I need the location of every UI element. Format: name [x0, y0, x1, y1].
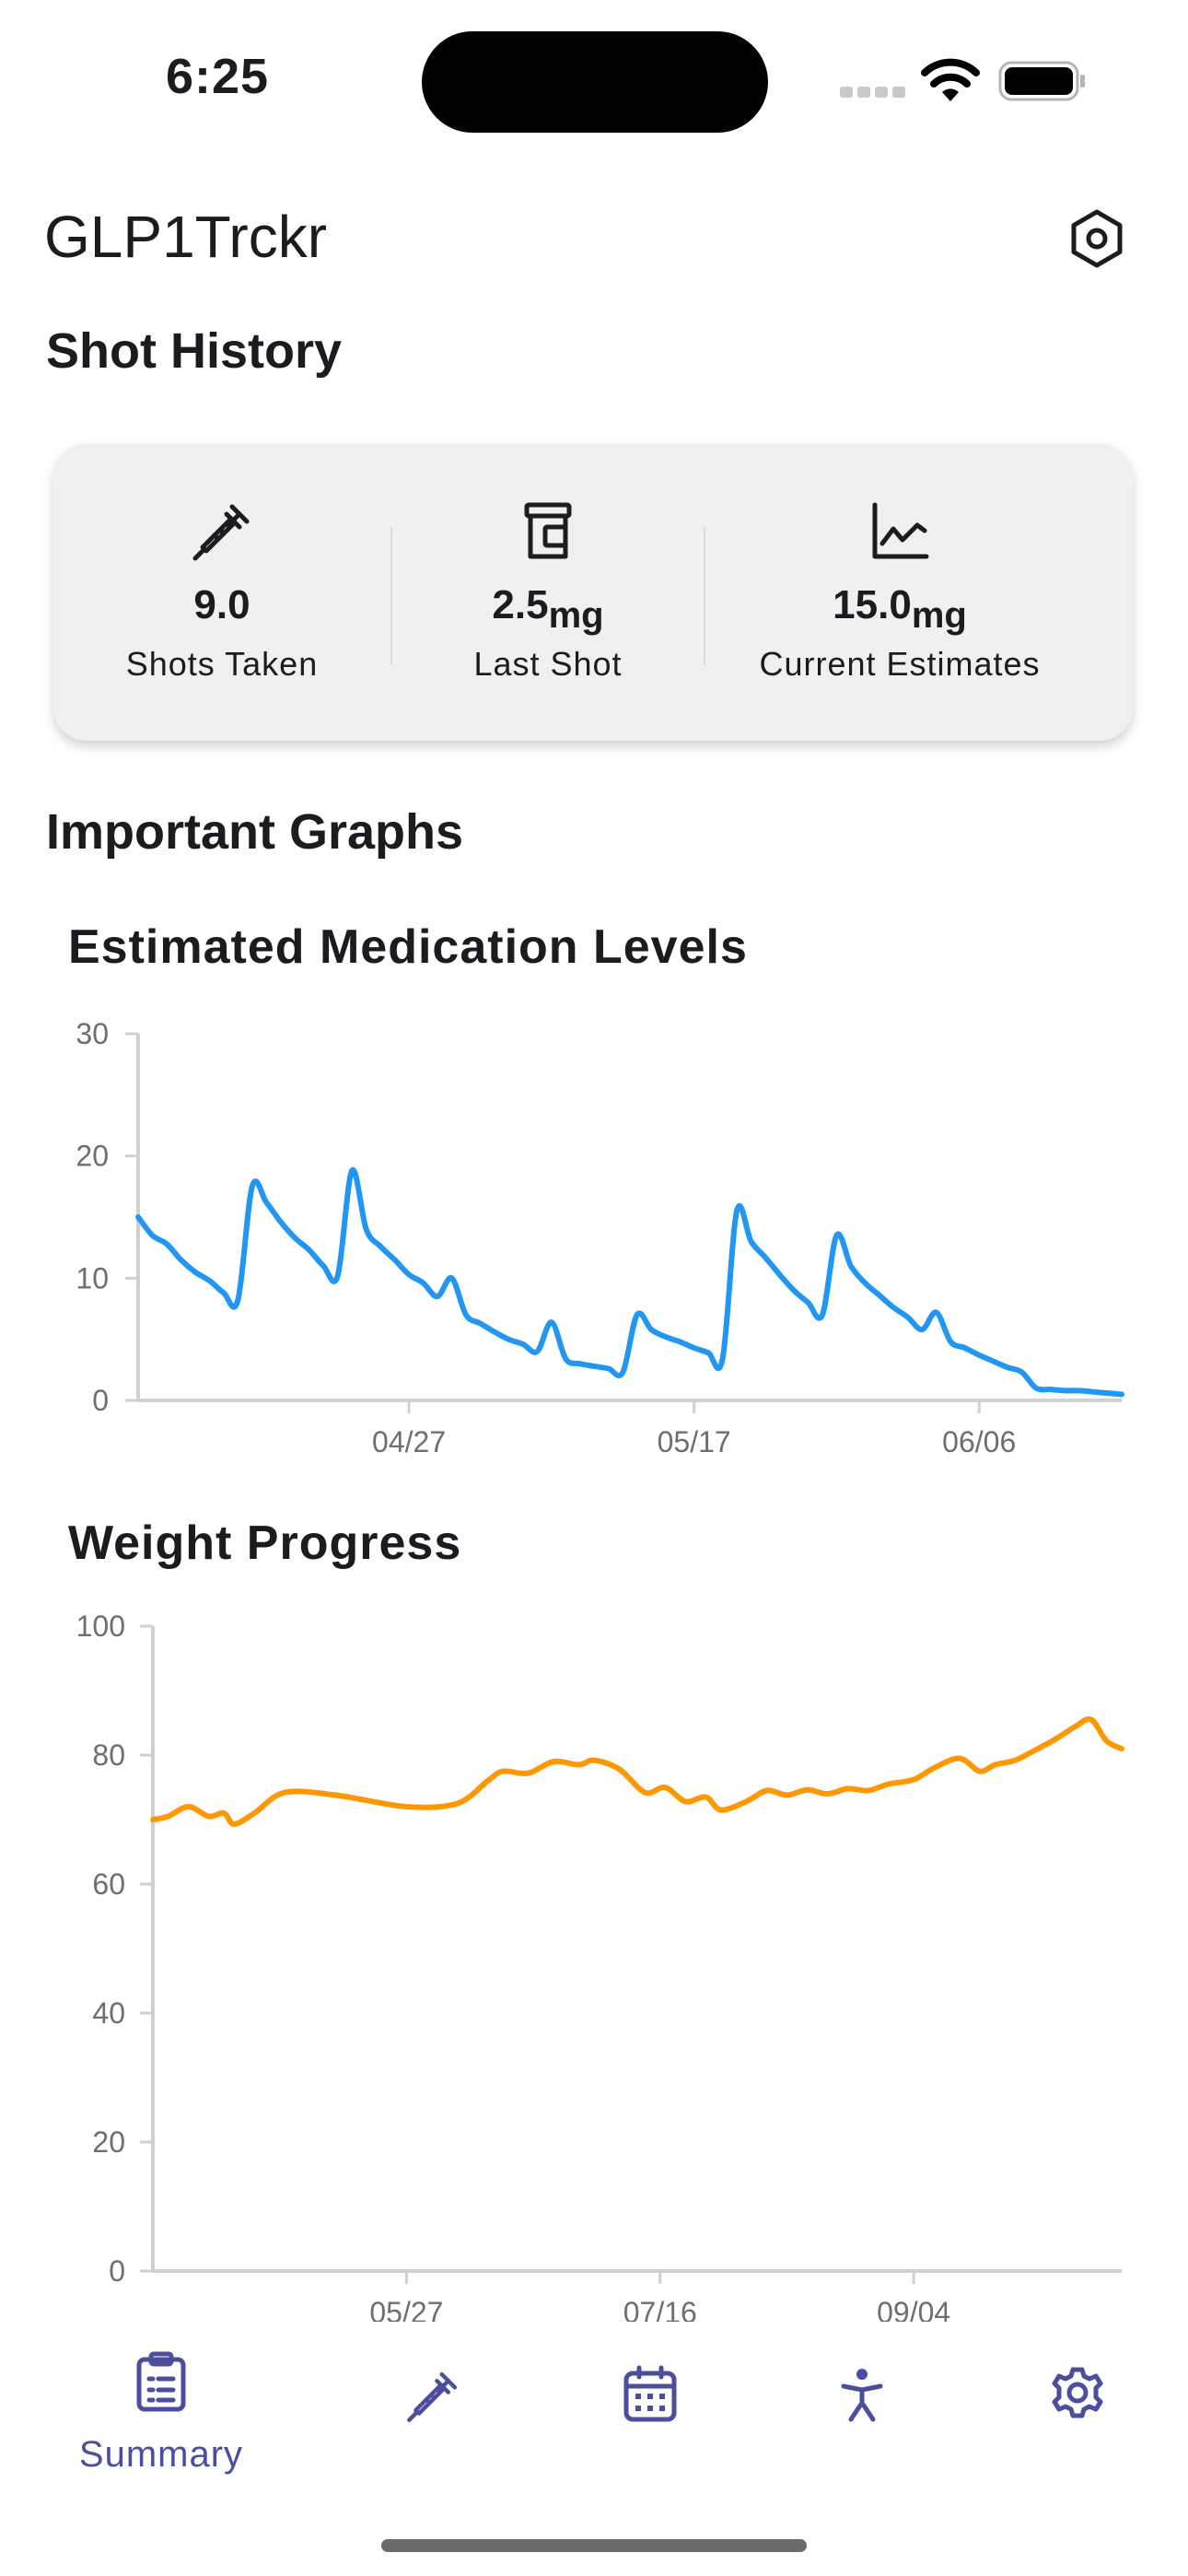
person-icon: [841, 2369, 883, 2422]
home-indicator: [381, 2539, 807, 2552]
medication-chart-title: Estimated Medication Levels: [68, 920, 748, 974]
x-tick-label: 04/27: [372, 1425, 446, 1458]
stat-last-shot: 2.5mg Last Shot: [392, 444, 704, 741]
x-tick-label: 07/16: [623, 2296, 697, 2326]
nav-summary-label: Summary: [78, 2434, 244, 2475]
settings-hex-icon[interactable]: [1066, 208, 1127, 269]
weight-progress-chart: 0 20 40 60 80 100 05/27 07/16 09/04: [76, 1610, 1124, 2326]
dynamic-island: [422, 31, 768, 133]
x-tick-label: 06/06: [942, 1425, 1016, 1458]
y-tick-label: 40: [92, 1996, 125, 2030]
stat-value: 15.0mg: [833, 582, 967, 636]
weight-chart-title: Weight Progress: [68, 1516, 462, 1570]
wifi-icon: [921, 58, 980, 101]
syringe-icon: [407, 2371, 458, 2422]
y-tick-label: 0: [92, 1384, 109, 1417]
clipboard-icon: [136, 2351, 186, 2412]
status-bar: 6:25: [0, 0, 1188, 157]
bottom-navigation: Summary: [0, 2322, 1188, 2576]
y-tick-label: 100: [76, 1610, 125, 1643]
stat-shots-taken: 9.0 Shots Taken: [53, 444, 390, 741]
status-time: 6:25: [166, 49, 270, 104]
calendar-icon: [623, 2365, 677, 2422]
y-tick-label: 20: [92, 2125, 125, 2159]
x-tick-label: 09/04: [877, 2296, 950, 2326]
stat-label: Current Estimates: [759, 645, 1041, 683]
nav-activity[interactable]: [798, 2322, 926, 2506]
y-tick-label: 10: [76, 1261, 109, 1294]
shot-summary-card: 9.0 Shots Taken 2.5mg Last Shot 15.0mg C…: [53, 444, 1133, 741]
stat-label: Shots Taken: [125, 645, 319, 683]
important-graphs-heading: Important Graphs: [46, 804, 464, 860]
x-tick-label: 05/27: [369, 2296, 443, 2326]
series-line: [150, 1715, 1124, 1827]
series-line: [135, 1166, 1124, 1398]
stat-value: 2.5mg: [492, 582, 604, 636]
syringe-icon: [192, 504, 250, 561]
stat-label: Last Shot: [473, 645, 623, 683]
app-title: GLP1Trckr: [44, 204, 327, 270]
gear-icon: [1052, 2367, 1103, 2418]
stat-current-estimates: 15.0mg Current Estimates: [705, 444, 1094, 741]
battery-icon: [998, 61, 1085, 101]
y-tick-label: 30: [76, 1017, 109, 1050]
stat-divider: [704, 527, 705, 665]
y-tick-label: 0: [109, 2254, 125, 2288]
nav-shots[interactable]: [368, 2322, 497, 2506]
stat-divider: [390, 527, 392, 665]
shot-history-heading: Shot History: [46, 323, 343, 379]
stat-value: 9.0: [193, 582, 250, 627]
x-tick-label: 05/17: [658, 1425, 731, 1458]
nav-settings[interactable]: [1013, 2322, 1142, 2506]
pill-bottle-icon: [524, 502, 572, 559]
nav-calendar[interactable]: [586, 2322, 715, 2506]
cellular-signal-icon: [840, 87, 905, 98]
medication-levels-chart: 0 10 20 30 04/27 05/17 06/06: [76, 1017, 1124, 1458]
nav-summary[interactable]: Summary: [37, 2322, 285, 2506]
y-tick-label: 80: [92, 1739, 125, 1772]
line-chart-icon: [872, 502, 929, 559]
y-tick-label: 20: [76, 1140, 109, 1173]
y-tick-label: 60: [92, 1868, 125, 1901]
